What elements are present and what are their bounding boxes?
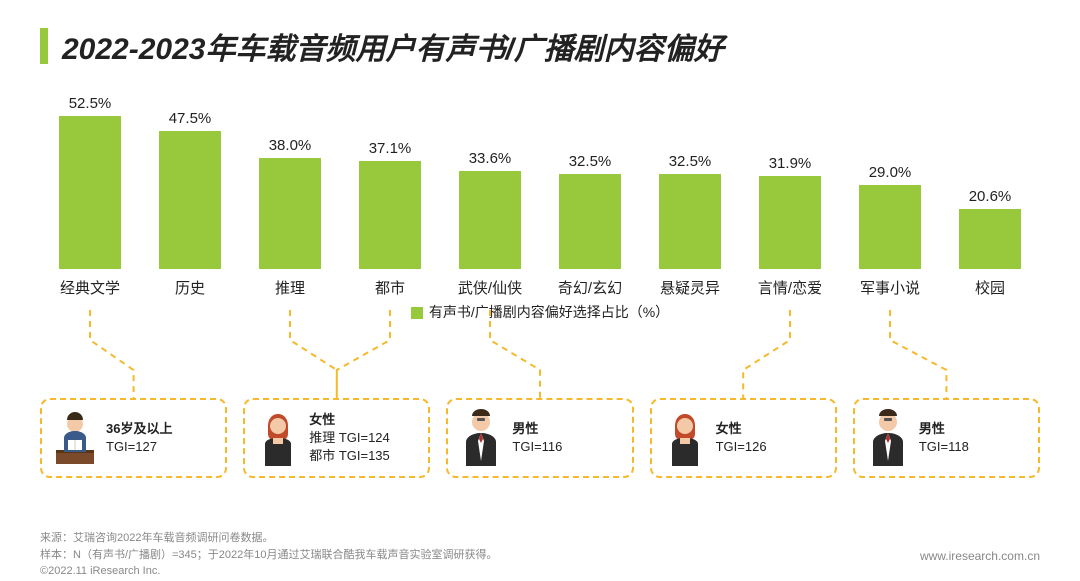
- bar-value-label: 20.6%: [969, 188, 1012, 205]
- bar-col: 29.0% 军事小说: [840, 164, 940, 298]
- callout-line2: TGI=116: [512, 439, 562, 454]
- bar-category-label: 经典文学: [60, 277, 120, 298]
- title-accent-bar: [40, 28, 48, 64]
- bar-category-label: 军事小说: [860, 277, 920, 298]
- bar-value-label: 32.5%: [569, 153, 612, 170]
- bar-rect: [559, 174, 621, 269]
- callout-line1: 男性: [919, 420, 969, 438]
- bar-value-label: 52.5%: [69, 95, 112, 112]
- bar-value-label: 33.6%: [469, 150, 512, 167]
- bar-rect: [759, 176, 821, 269]
- callout-text: 女性推理 TGI=124 都市 TGI=135: [309, 411, 390, 466]
- bar-col: 20.6% 校园: [940, 188, 1040, 298]
- chart-legend: 有声书/广播剧内容偏好选择占比（%）: [40, 302, 1040, 322]
- callouts-row: 36岁及以上TGI=127女性推理 TGI=124都市 TGI=135男性TGI…: [40, 398, 1040, 478]
- footer-source: 来源：艾瑞咨询2022年车载音频调研问卷数据。: [40, 530, 497, 547]
- callout-text: 男性TGI=118: [919, 420, 969, 456]
- legend-swatch: [411, 307, 423, 319]
- footer-url: www.iresearch.com.cn: [920, 549, 1040, 563]
- bar-col: 32.5% 奇幻/玄幻: [540, 153, 640, 298]
- footer-copyright: ©2022.11 iResearch Inc.: [40, 565, 160, 577]
- legend-text: 有声书/广播剧内容偏好选择占比（%）: [429, 304, 669, 320]
- callout-text: 36岁及以上TGI=127: [106, 420, 172, 456]
- callout-line2: TGI=127: [106, 439, 157, 454]
- bar-value-label: 47.5%: [169, 110, 212, 127]
- bar-rect: [959, 209, 1021, 269]
- bar-rect: [259, 158, 321, 269]
- bar-category-label: 武侠/仙侠: [458, 277, 522, 298]
- bar-col: 33.6% 武侠/仙侠: [440, 150, 540, 298]
- avatar-icon: [52, 408, 98, 468]
- bar-category-label: 悬疑灵异: [660, 277, 720, 298]
- bar-category-label: 历史: [175, 277, 205, 298]
- avatar-icon: [255, 408, 301, 468]
- bar-category-label: 都市: [375, 277, 405, 298]
- bar-category-label: 言情/恋爱: [758, 277, 822, 298]
- callout-line1: 36岁及以上: [106, 420, 172, 438]
- callout-text: 女性TGI=126: [716, 420, 767, 456]
- footer-notes: 来源：艾瑞咨询2022年车载音频调研问卷数据。 样本：N（有声书/广播剧）=34…: [40, 530, 497, 563]
- callout-line1: 女性: [716, 420, 767, 438]
- bar-col: 38.0% 推理: [240, 137, 340, 298]
- callout-line1: 女性: [309, 411, 390, 429]
- callout-line1: 男性: [512, 420, 562, 438]
- bar-rect: [59, 116, 121, 269]
- avatar-icon: [458, 408, 504, 468]
- callout-line3: 都市 TGI=135: [309, 448, 390, 463]
- bar-value-label: 32.5%: [669, 153, 712, 170]
- bar-col: 32.5% 悬疑灵异: [640, 153, 740, 298]
- bar-value-label: 38.0%: [269, 137, 312, 154]
- chart-title: 2022-2023年车载音频用户有声书/广播剧内容偏好: [62, 24, 724, 68]
- avatar-icon: [662, 408, 708, 468]
- callout-box: 女性TGI=126: [650, 398, 837, 478]
- bar-value-label: 37.1%: [369, 140, 412, 157]
- callout-text: 男性TGI=116: [512, 420, 562, 456]
- callout-box: 男性TGI=116: [446, 398, 633, 478]
- callout-box: 男性TGI=118: [853, 398, 1040, 478]
- chart-title-row: 2022-2023年车载音频用户有声书/广播剧内容偏好: [0, 0, 1080, 68]
- callout-box: 36岁及以上TGI=127: [40, 398, 227, 478]
- bar-rect: [159, 131, 221, 269]
- bar-rect: [459, 171, 521, 269]
- bar-category-label: 奇幻/玄幻: [558, 277, 622, 298]
- bar-col: 37.1% 都市: [340, 140, 440, 298]
- footer-sample: 样本：N（有声书/广播剧）=345；于2022年10月通过艾瑞联合酷我车载声音实…: [40, 547, 497, 564]
- callout-line2: TGI=118: [919, 439, 969, 454]
- avatar-icon: [865, 408, 911, 468]
- bar-col: 31.9% 言情/恋爱: [740, 155, 840, 298]
- bar-rect: [859, 185, 921, 269]
- bar-category-label: 校园: [975, 277, 1005, 298]
- callout-line2: TGI=126: [716, 439, 767, 454]
- bar-chart: 52.5%经典文学47.5%历史38.0%推理37.1%都市33.6%武侠/仙侠…: [40, 118, 1040, 338]
- bar-category-label: 推理: [275, 277, 305, 298]
- callout-line2: 推理 TGI=124: [309, 430, 390, 445]
- callout-box: 女性推理 TGI=124 都市 TGI=135: [243, 398, 430, 478]
- bar-rect: [659, 174, 721, 269]
- bar-col: 52.5% 经典文学: [40, 95, 140, 298]
- bar-value-label: 31.9%: [769, 155, 812, 172]
- bar-col: 47.5% 历史: [140, 110, 240, 298]
- bar-value-label: 29.0%: [869, 164, 912, 181]
- bar-rect: [359, 161, 421, 269]
